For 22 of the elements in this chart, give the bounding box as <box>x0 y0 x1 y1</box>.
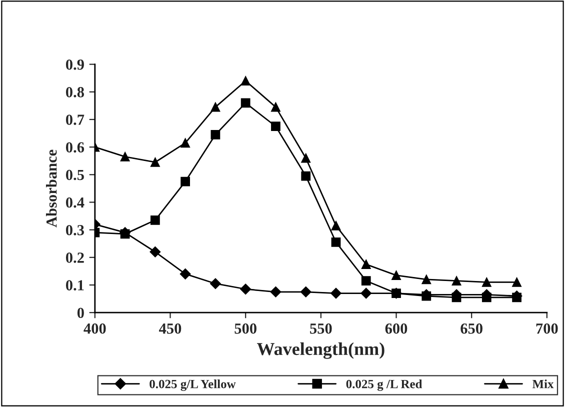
legend-label: 0.025 g /L Red <box>346 379 422 391</box>
y-tick-label: 0.5 <box>66 170 84 180</box>
y-tick-label: 0.9 <box>66 59 84 70</box>
x-tick-label: 650 <box>460 323 482 334</box>
y-tick-label: 0 <box>77 308 84 318</box>
y-tick-label: 0.1 <box>66 280 84 291</box>
x-tick-label: 600 <box>385 323 408 334</box>
y-tick-label: 0.4 <box>66 197 84 208</box>
y-tick-label: 0.6 <box>66 142 84 153</box>
y-tick-label: 0.3 <box>66 224 84 236</box>
x-tick-label: 500 <box>234 323 256 334</box>
x-tick-label: 400 <box>84 323 106 334</box>
x-tick-label: 550 <box>310 323 332 334</box>
y-tick-label: 0.7 <box>66 114 84 125</box>
y-tick-label: 0.2 <box>66 252 84 263</box>
x-axis-title: Wavelength(nm) <box>256 342 384 359</box>
legend-label: Mix <box>532 379 554 388</box>
y-axis-title: Absorbance <box>46 150 57 228</box>
legend-label: 0.025 g/L Yellow <box>150 379 236 391</box>
x-tick-label: 450 <box>159 323 182 334</box>
y-tick-label: 0.8 <box>66 87 84 98</box>
x-tick-label: 700 <box>536 323 558 334</box>
